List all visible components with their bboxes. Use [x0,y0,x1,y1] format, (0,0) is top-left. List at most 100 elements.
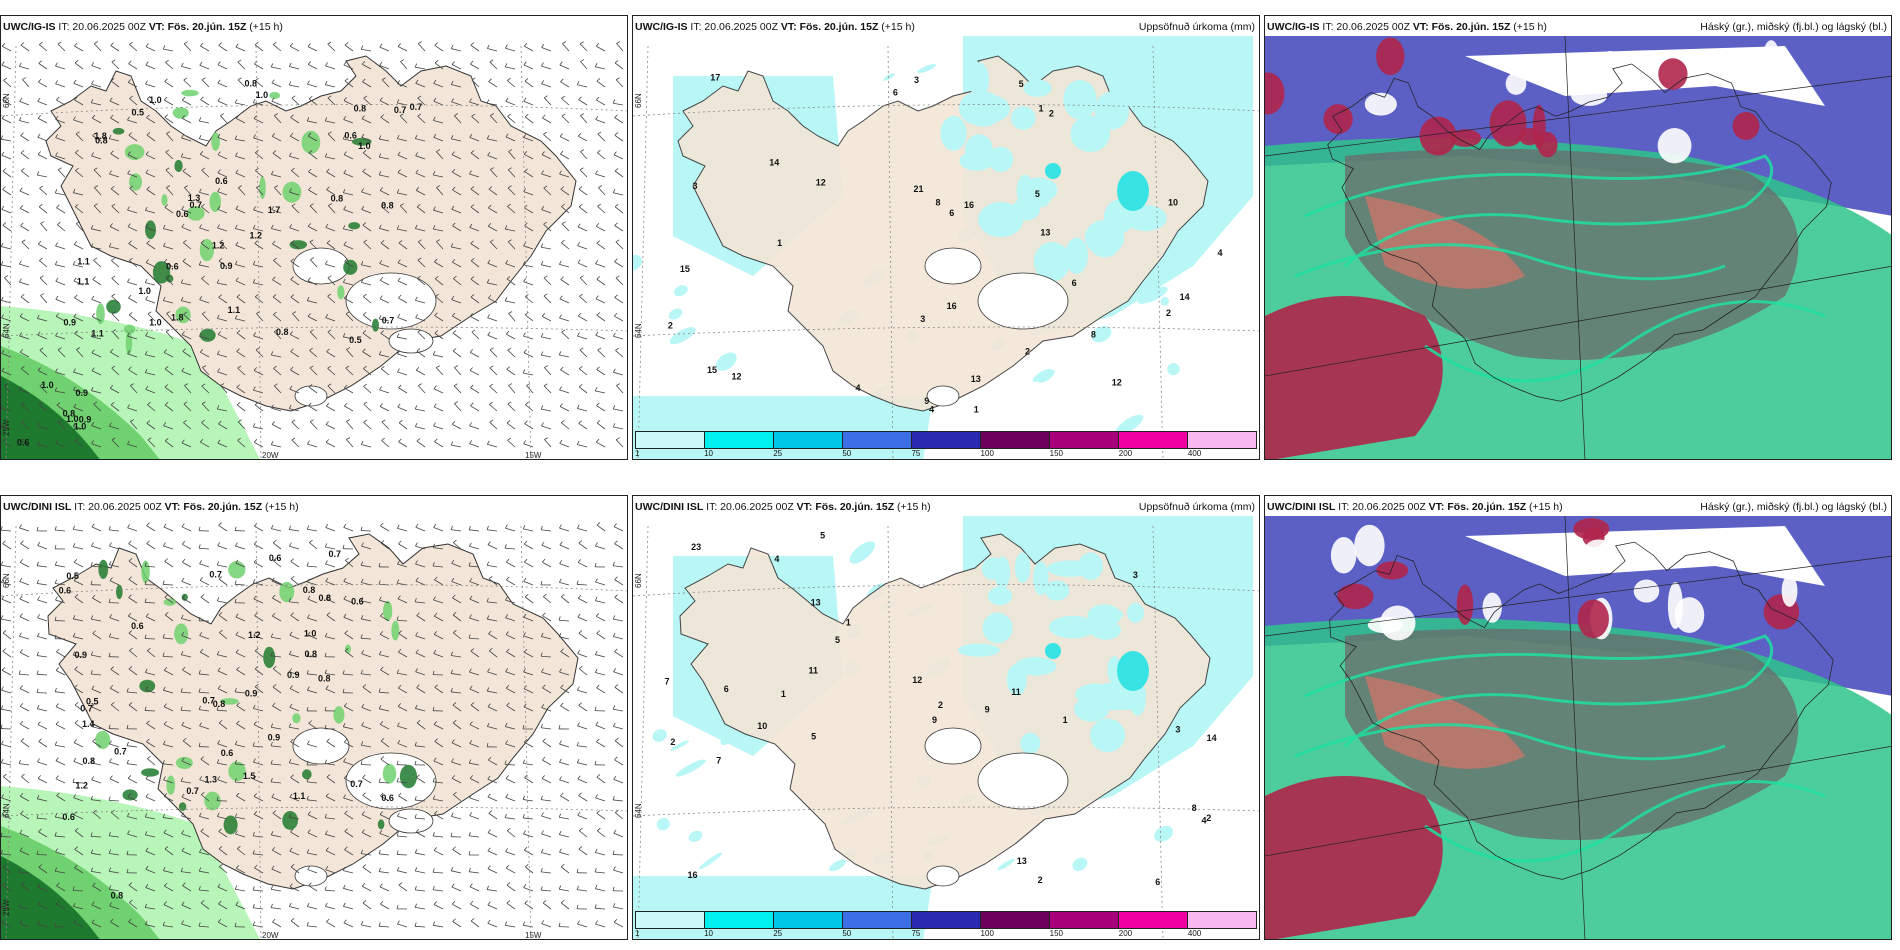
wind-barb-flag [432,351,436,355]
grid-line [1265,75,1891,157]
wind-barb [433,633,444,640]
wind-barb-flag [363,239,368,243]
wind-barb-flag [486,135,490,140]
wind-barb [523,137,534,142]
wind-barb [39,260,48,268]
wind-barb-flag [54,832,57,837]
precip-value-label: 0.8 [305,649,318,659]
wind-barb-flag [306,921,309,926]
wind-barb-flag [54,687,57,692]
wind-barb [579,296,588,304]
colorbar [635,431,1257,449]
wind-barb [361,545,372,550]
wind-barb [253,924,264,928]
precip-value-label: 1.2 [75,781,88,791]
wind-barb [74,297,84,304]
wind-barb-flag [75,131,80,135]
wind-barb [595,871,606,874]
wind-barb-flag [36,688,39,693]
wind-barb-flag [524,114,529,118]
wind-barb [37,370,48,376]
wind-barb [505,797,516,802]
wind-barb-flag [433,721,437,725]
wind-barb-flag [434,438,438,443]
wind-barb-flag [90,386,94,391]
wind-barb-flag [254,293,259,298]
wind-barb [109,173,120,178]
wind-barb [290,260,300,268]
wind-barb-flag [128,60,132,64]
wind-barb-flag [506,558,510,563]
accum-value-label: 2 [1049,109,1054,119]
wind-barb [254,296,264,304]
wind-barb [236,351,246,358]
wind-barb [127,353,138,358]
wind-barb-flag [595,260,598,264]
wind-barb-flag [73,386,76,391]
wind-barb [271,834,282,838]
cloud-blob [1633,579,1660,603]
wind-barb [597,349,606,358]
wind-barb [253,761,264,766]
wind-barb [434,332,444,340]
wind-barb-flag [523,738,528,743]
cloud-layers [1265,516,1891,939]
wind-barb [127,763,138,766]
wind-barb-flag [109,384,114,389]
wind-barb [433,228,444,232]
wind-barb [272,542,282,550]
wind-barb-flag [380,365,385,370]
precip-patch [209,191,221,212]
wind-barb [2,813,12,820]
wind-barb-flag [576,758,580,763]
wind-barb [307,598,318,604]
accum-patch [1052,245,1069,266]
wind-barb [129,187,138,196]
wind-barb [524,225,534,232]
wind-barb [217,816,228,820]
wind-barb [37,100,48,106]
wind-barb [307,852,318,856]
wind-barb-flag [20,881,25,886]
wind-barb [274,115,282,124]
wind-barb-flag [344,78,349,82]
wind-barb [380,542,390,550]
accum-value-label: 12 [816,177,826,187]
wind-barb-flag [612,632,616,637]
accum-patch [988,146,1014,172]
wind-barb-flag [39,383,44,387]
wind-barb [398,297,408,304]
wind-barb [254,44,264,52]
wind-barb-flag [415,152,419,156]
wind-barb-flag [434,738,438,742]
wind-barb-flag [252,903,255,908]
wind-barb [560,279,570,286]
wind-barb [613,565,624,568]
cloud-blob [1419,116,1457,156]
wind-barb-flag [559,776,562,781]
wind-barb-flag [217,188,221,192]
wind-barb [235,264,246,268]
wind-barb-flag [54,741,58,746]
wind-barb [543,97,552,106]
wind-barb-flag [128,594,132,598]
wind-barb-flag [235,901,239,906]
wind-barb-flag [236,792,240,797]
wind-barb-flag [234,580,237,585]
wind-barb-flag [182,348,186,352]
wind-barb [544,439,552,448]
wind-barb [560,188,570,196]
wind-barb [415,545,426,550]
wind-barb-flag [36,579,39,584]
wind-barb-flag [291,95,296,99]
wind-barb-flag [578,96,582,100]
wind-barb-flag [1,849,3,854]
wind-barb [541,636,552,640]
wind-barb [578,848,588,856]
wind-barb [507,349,516,358]
wind-barb [544,367,552,376]
wind-barb-flag [109,614,113,618]
axis-label: 20W [262,451,279,460]
wind-barb [561,242,570,250]
wind-barb [559,136,570,142]
